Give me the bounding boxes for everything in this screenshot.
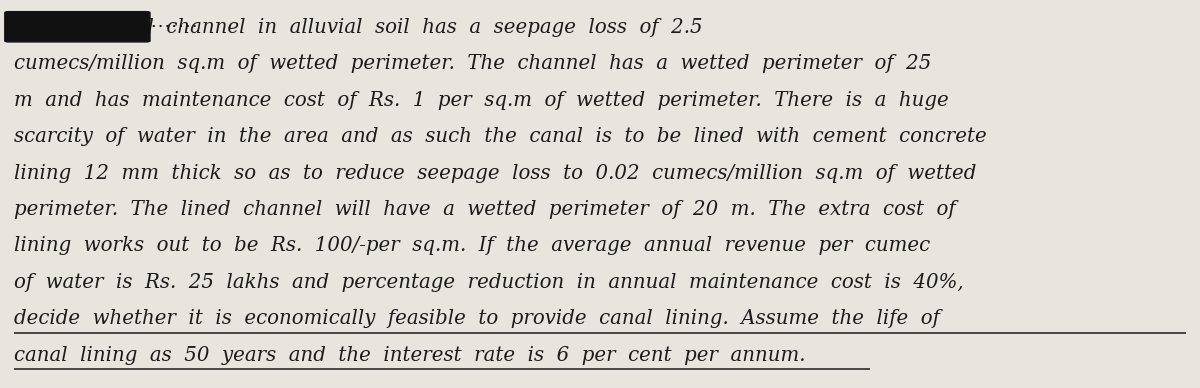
Text: perimeter.  The  lined  channel  will  have  a  wetted  perimeter  of  20  m.  T: perimeter. The lined channel will have a… [14, 200, 956, 219]
Text: canal  lining  as  50  years  and  the  interest  rate  is  6  per  cent  per  a: canal lining as 50 years and the interes… [14, 346, 806, 365]
Text: decide  whether  it  is  economically  feasible  to  provide  canal  lining.  As: decide whether it is economically feasib… [14, 310, 941, 328]
Text: m  and  has  maintenance  cost  of  Rs.  1  per  sq.m  of  wetted  perimeter.  T: m and has maintenance cost of Rs. 1 per … [14, 91, 949, 109]
Text: cumecs/million  sq.m  of  wetted  perimeter.  The  channel  has  a  wetted  peri: cumecs/million sq.m of wetted perimeter.… [14, 54, 931, 73]
FancyBboxPatch shape [5, 12, 150, 42]
Text: An  unlined  channel  in  alluvial  soil  has  a  seepage  loss  of  2.5: An unlined channel in alluvial soil has … [14, 18, 703, 36]
Text: lining  works  out  to  be  Rs.  100/-per  sq.m.  If  the  average  annual  reve: lining works out to be Rs. 100/-per sq.m… [14, 237, 930, 255]
Text: of  water  is  Rs.  25  lakhs  and  percentage  reduction  in  annual  maintenan: of water is Rs. 25 lakhs and percentage … [14, 273, 964, 292]
Text: scarcity  of  water  in  the  area  and  as  such  the  canal  is  to  be  lined: scarcity of water in the area and as suc… [14, 127, 988, 146]
Text: lining  12  mm  thick  so  as  to  reduce  seepage  loss  to  0.02  cumecs/milli: lining 12 mm thick so as to reduce seepa… [14, 164, 977, 182]
